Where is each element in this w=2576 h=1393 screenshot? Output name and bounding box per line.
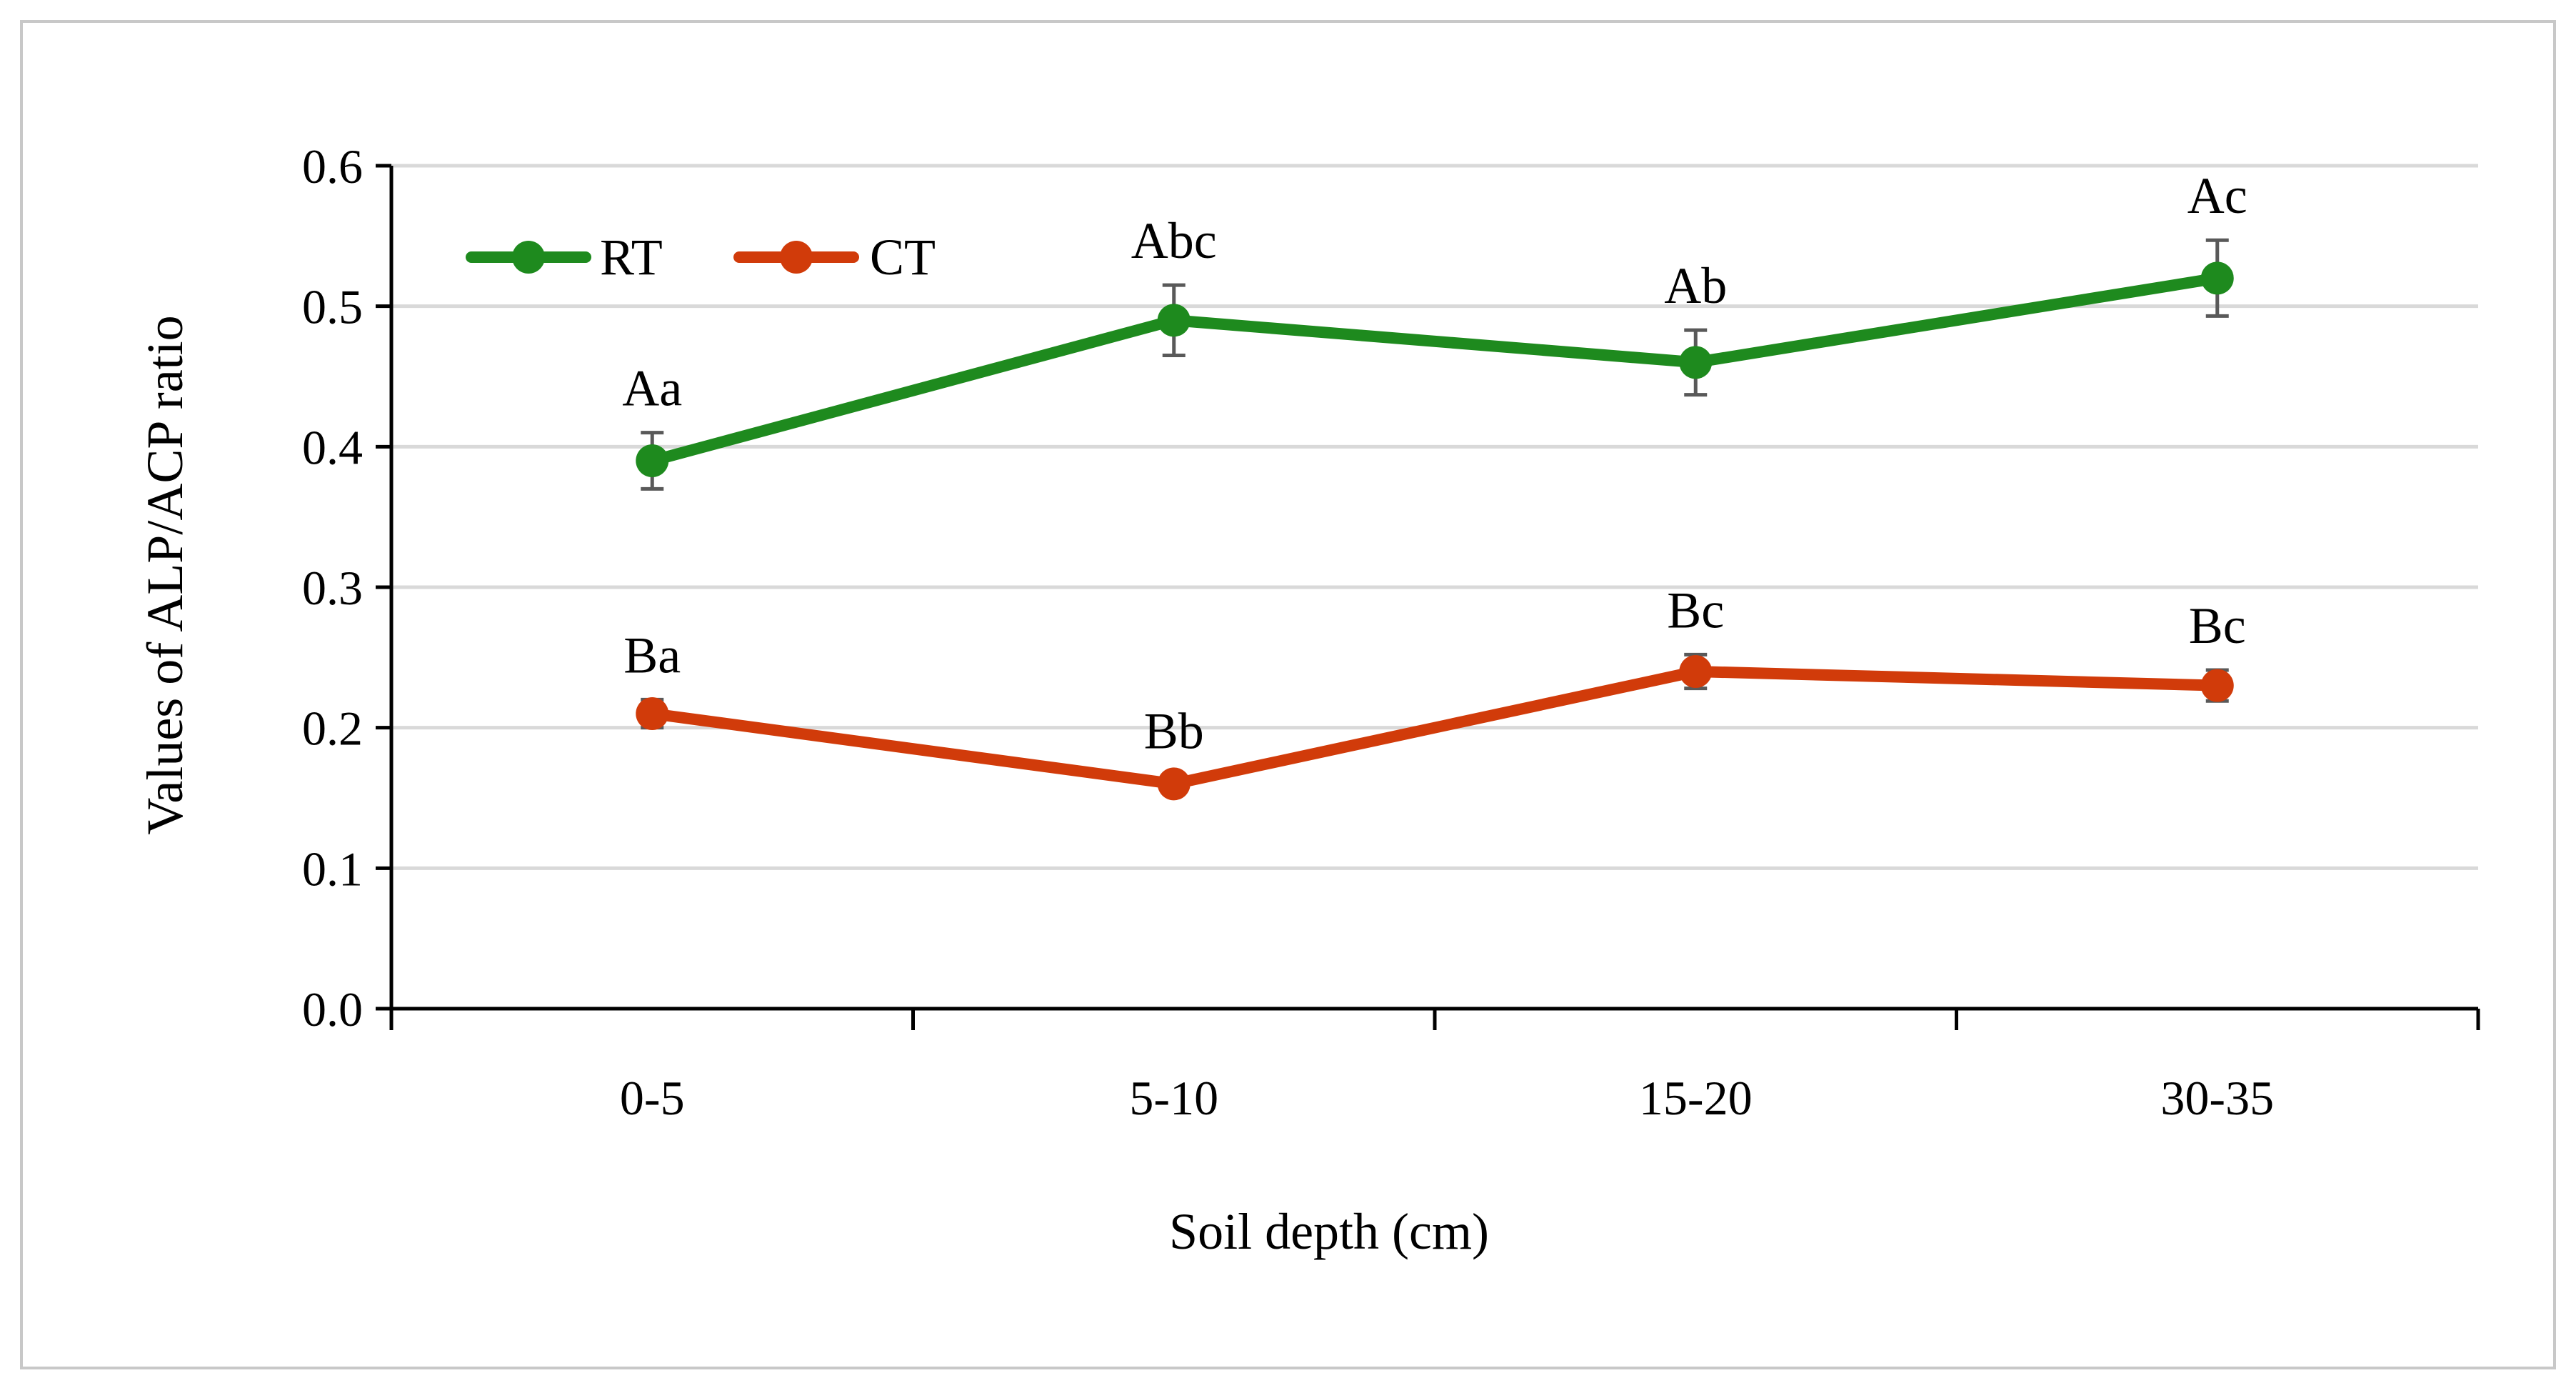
- data-label-rt: Aa: [622, 360, 682, 417]
- x-tick-label: 30-35: [2160, 1071, 2274, 1125]
- legend-item-rt: RT: [466, 229, 663, 286]
- legend-marker-ct: [780, 241, 813, 274]
- data-point-ct: [2200, 669, 2234, 702]
- legend-label-rt: RT: [600, 229, 663, 286]
- series: Aa Abc Ab Ac Ba Bb Bc Bc: [622, 167, 2247, 801]
- y-axis-title: Values of ALP/ACP ratio: [136, 315, 194, 834]
- y-tick-label: 0.3: [302, 561, 363, 615]
- y-tick-label: 0.2: [302, 702, 363, 756]
- legend-label-ct: CT: [870, 229, 936, 286]
- legend-item-ct: CT: [733, 229, 936, 286]
- data-label-rt: Abc: [1131, 212, 1217, 269]
- series-line-rt: [646, 272, 2223, 466]
- data-label-ct: Bb: [1144, 703, 1204, 760]
- data-point-rt: [2200, 261, 2234, 295]
- data-label-ct: Ba: [623, 626, 681, 684]
- x-axis-title: Soil depth (cm): [1169, 1203, 1489, 1260]
- x-tick-label: 0-5: [620, 1071, 685, 1125]
- data-point-rt: [636, 444, 669, 477]
- series-line-ct: [646, 666, 2223, 790]
- y-tick-label: 0.0: [302, 982, 363, 1037]
- series-ct: Ba Bb Bc Bc: [623, 581, 2246, 801]
- data-label-ct: Bc: [1667, 581, 1724, 639]
- data-point-ct: [636, 697, 669, 730]
- data-label-ct: Bc: [2189, 597, 2246, 654]
- x-tick-label: 5-10: [1129, 1071, 1218, 1125]
- y-tick-label: 0.5: [302, 280, 363, 334]
- data-label-rt: Ab: [1664, 257, 1727, 314]
- data-point-ct: [1679, 655, 1713, 688]
- y-tick-label: 0.1: [302, 842, 363, 896]
- legend: RT CT: [466, 229, 936, 286]
- data-point-ct: [1157, 767, 1191, 801]
- data-point-rt: [1679, 346, 1713, 379]
- data-label-rt: Ac: [2187, 167, 2247, 224]
- tick-labels: 0.0 0.1 0.2 0.3 0.4 0.5 0.6 0-5 5-10 15-20 30-35: [302, 139, 2274, 1125]
- series-rt: Aa Abc Ab Ac: [622, 167, 2247, 491]
- x-tick-label: 15-20: [1639, 1071, 1753, 1125]
- chart-border: [20, 20, 2556, 1369]
- y-tick-label: 0.4: [302, 420, 363, 474]
- axes: [376, 164, 2480, 1030]
- legend-marker-rt: [512, 241, 545, 274]
- y-tick-label: 0.6: [302, 139, 363, 194]
- data-point-rt: [1157, 304, 1191, 337]
